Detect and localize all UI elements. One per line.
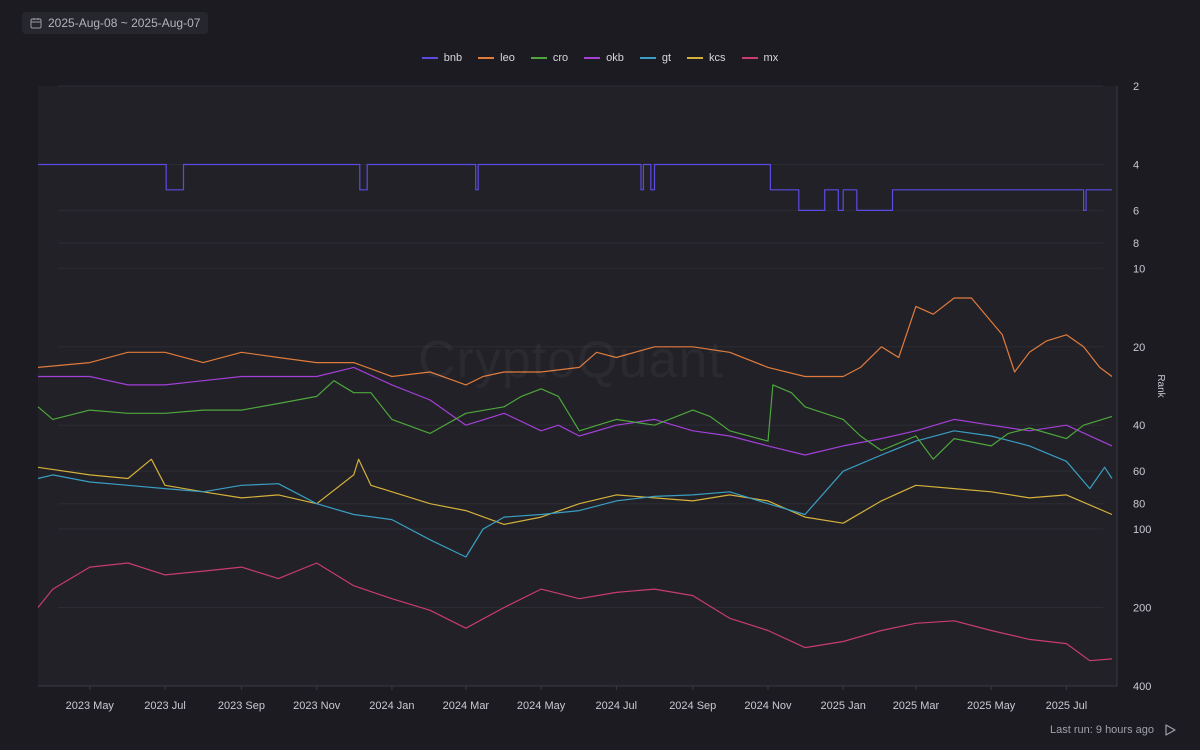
play-icon[interactable] [1164,724,1176,736]
y-tick-label: 60 [1133,466,1145,478]
legend-swatch [421,57,438,59]
series-line-mx [37,562,1113,662]
series-line-okb [38,366,1113,456]
legend-swatch [584,57,601,59]
y-tick-label: 400 [1133,681,1151,693]
x-tick-label: 2025 Jan [821,700,866,712]
series-line-gt [37,430,1113,558]
y-tick-label: 2 [1133,81,1139,93]
legend-label: kcs [709,52,726,64]
x-tick-label: 2023 Jul [144,700,186,712]
x-tick-label: 2024 Nov [744,700,792,712]
legend-swatch [530,57,547,59]
y-axis-title: Rank [1155,374,1166,398]
x-tick-label: 2023 Nov [293,700,341,712]
last-run-label: Last run: 9 hours ago [1050,724,1154,736]
x-tick-label: 2025 May [967,700,1016,712]
legend-item-mx[interactable]: mx [741,52,779,64]
chart-legend: bnb leo cro okb gt kcs mx [0,52,1200,64]
legend-label: bnb [443,52,463,64]
x-tick-label: 2024 May [517,700,566,712]
legend-swatch [687,57,704,59]
legend-label: okb [606,52,624,64]
y-tick-label: 6 [1133,205,1139,217]
x-tick-label: 2024 Jul [596,700,638,712]
legend-swatch [639,57,656,59]
y-tick-label: 200 [1133,603,1151,615]
y-tick-label: 40 [1133,420,1145,432]
x-tick-label: 2024 Jan [369,700,414,712]
x-tick-label: 2023 Sep [218,700,265,712]
y-tick-label: 4 [1133,159,1139,171]
series-line-leo [37,297,1113,386]
legend-item-gt[interactable]: gt [639,52,672,64]
legend-label: mx [763,52,779,64]
series-line-bnb [38,163,1112,211]
date-range-picker[interactable]: 2025-Aug-08 ~ 2025-Aug-07 [22,12,209,34]
plot-area [38,86,1117,686]
legend-label: cro [552,52,569,64]
legend-item-bnb[interactable]: bnb [421,52,463,64]
x-tick-label: 2025 Mar [893,700,940,712]
y-tick-label: 10 [1133,263,1145,275]
x-tick-label: 2024 Mar [443,700,490,712]
legend-item-okb[interactable]: okb [584,52,624,64]
series-line-cro [37,380,1113,460]
series-line-kcs [37,458,1113,525]
legend-swatch [478,57,495,59]
legend-item-cro[interactable]: cro [530,52,569,64]
x-tick-label: 2023 May [66,700,115,712]
y-tick-label: 20 [1133,342,1145,354]
legend-item-leo[interactable]: leo [478,52,515,64]
y-tick-label: 8 [1133,238,1139,250]
y-tick-label: 100 [1133,524,1151,536]
calendar-icon [30,18,42,29]
legend-label: gt [661,52,672,64]
date-range-label: 2025-Aug-08 ~ 2025-Aug-07 [48,16,201,30]
x-tick-label: 2024 Sep [669,700,716,712]
legend-label: leo [500,52,515,64]
legend-swatch [741,57,758,59]
legend-item-kcs[interactable]: kcs [687,52,726,64]
footer: Last run: 9 hours ago [1050,724,1176,736]
y-tick-label: 80 [1133,499,1145,511]
x-tick-label: 2025 Jul [1046,700,1088,712]
